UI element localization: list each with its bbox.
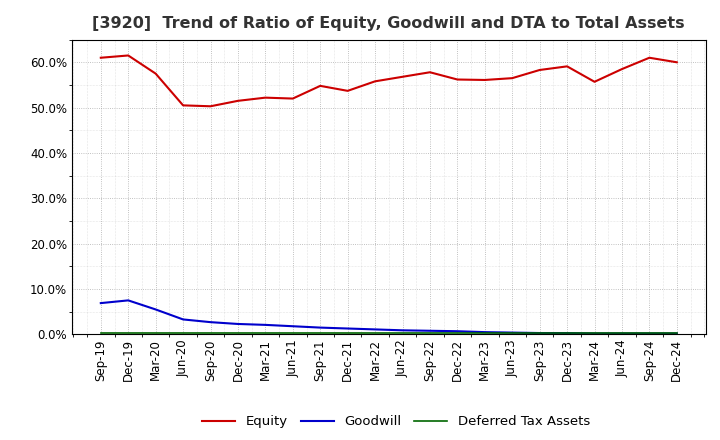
Equity	[289, 96, 297, 101]
Goodwill	[563, 330, 572, 336]
Goodwill	[96, 301, 105, 306]
Deferred Tax Assets	[426, 331, 434, 336]
Goodwill	[371, 327, 379, 332]
Goodwill	[672, 331, 681, 336]
Deferred Tax Assets	[672, 331, 681, 336]
Equity	[480, 77, 489, 83]
Goodwill	[480, 330, 489, 335]
Deferred Tax Assets	[261, 331, 270, 336]
Deferred Tax Assets	[563, 331, 572, 336]
Deferred Tax Assets	[453, 331, 462, 336]
Deferred Tax Assets	[398, 331, 407, 336]
Deferred Tax Assets	[618, 331, 626, 336]
Deferred Tax Assets	[536, 331, 544, 336]
Deferred Tax Assets	[343, 331, 352, 336]
Goodwill	[426, 328, 434, 334]
Deferred Tax Assets	[480, 331, 489, 336]
Deferred Tax Assets	[233, 331, 242, 336]
Deferred Tax Assets	[508, 331, 516, 336]
Goodwill	[590, 331, 599, 336]
Goodwill	[124, 298, 132, 303]
Equity	[124, 53, 132, 58]
Deferred Tax Assets	[151, 331, 160, 336]
Equity	[151, 71, 160, 76]
Equity	[645, 55, 654, 60]
Goodwill	[151, 307, 160, 312]
Goodwill	[261, 322, 270, 327]
Equity	[426, 70, 434, 75]
Deferred Tax Assets	[289, 331, 297, 336]
Deferred Tax Assets	[645, 331, 654, 336]
Equity	[179, 103, 187, 108]
Equity	[672, 60, 681, 65]
Equity	[618, 66, 626, 72]
Equity	[563, 64, 572, 69]
Equity	[590, 79, 599, 84]
Deferred Tax Assets	[124, 331, 132, 336]
Deferred Tax Assets	[371, 331, 379, 336]
Goodwill	[645, 331, 654, 336]
Goodwill	[508, 330, 516, 335]
Deferred Tax Assets	[179, 331, 187, 336]
Equity	[316, 83, 325, 88]
Equity	[508, 76, 516, 81]
Goodwill	[206, 319, 215, 325]
Goodwill	[289, 323, 297, 329]
Equity	[371, 79, 379, 84]
Goodwill	[316, 325, 325, 330]
Title: [3920]  Trend of Ratio of Equity, Goodwill and DTA to Total Assets: [3920] Trend of Ratio of Equity, Goodwil…	[92, 16, 685, 32]
Legend: Equity, Goodwill, Deferred Tax Assets: Equity, Goodwill, Deferred Tax Assets	[197, 410, 595, 433]
Line: Equity: Equity	[101, 55, 677, 106]
Equity	[261, 95, 270, 100]
Equity	[536, 67, 544, 73]
Goodwill	[453, 329, 462, 334]
Goodwill	[536, 330, 544, 336]
Goodwill	[618, 331, 626, 336]
Goodwill	[233, 321, 242, 326]
Equity	[398, 74, 407, 80]
Goodwill	[398, 328, 407, 333]
Equity	[206, 104, 215, 109]
Deferred Tax Assets	[590, 331, 599, 336]
Equity	[343, 88, 352, 93]
Goodwill	[179, 317, 187, 322]
Deferred Tax Assets	[206, 331, 215, 336]
Deferred Tax Assets	[96, 331, 105, 336]
Equity	[233, 98, 242, 103]
Deferred Tax Assets	[316, 331, 325, 336]
Goodwill	[343, 326, 352, 331]
Line: Goodwill: Goodwill	[101, 301, 677, 334]
Equity	[96, 55, 105, 60]
Equity	[453, 77, 462, 82]
